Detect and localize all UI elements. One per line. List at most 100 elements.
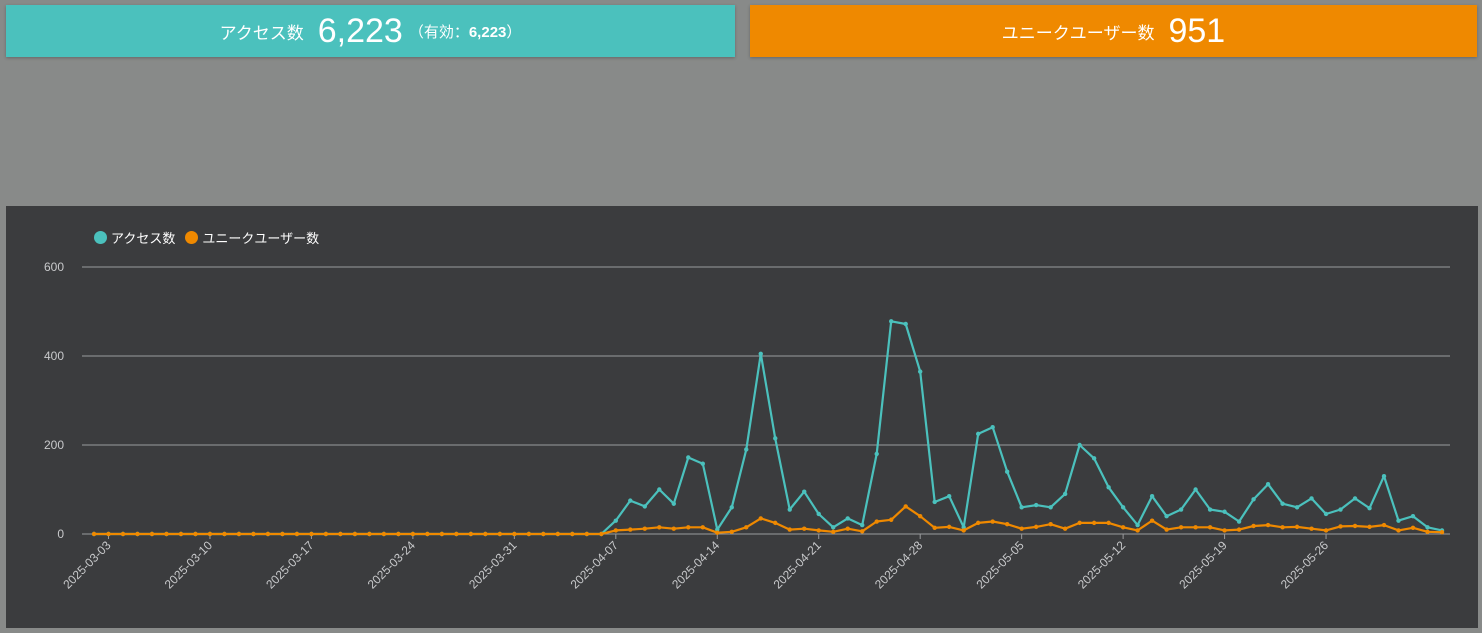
data-point-1 — [1251, 523, 1256, 529]
x-tick-label: 2025-04-07 — [568, 538, 622, 592]
data-point-1 — [599, 531, 604, 537]
data-point-1 — [541, 531, 546, 537]
data-point-1 — [338, 531, 343, 537]
data-point-0 — [1062, 491, 1068, 497]
data-point-1 — [903, 504, 908, 509]
data-point-0 — [874, 451, 879, 457]
data-point-1 — [1280, 525, 1285, 530]
data-point-1 — [889, 517, 894, 522]
data-point-0 — [744, 447, 749, 452]
data-point-1 — [483, 531, 488, 537]
data-point-1 — [657, 525, 662, 530]
data-point-0 — [903, 321, 908, 327]
legend-label-unique: ユニークユーザー数 — [202, 232, 320, 247]
data-point-0 — [1309, 496, 1314, 501]
legend-dot-unique — [185, 231, 199, 244]
data-point-1 — [1091, 520, 1097, 526]
data-point-0 — [758, 351, 763, 356]
x-tick-label: 2025-05-12 — [1075, 538, 1129, 592]
unique-users-label: ユニークユーザー数 — [1001, 23, 1155, 44]
data-point-1 — [1222, 528, 1227, 533]
data-point-0 — [1120, 505, 1126, 510]
data-point-1 — [1294, 524, 1300, 530]
data-point-1 — [1439, 530, 1445, 535]
data-point-1 — [1410, 525, 1416, 530]
data-point-0 — [1265, 481, 1271, 487]
data-point-1 — [1396, 528, 1401, 533]
data-point-1 — [917, 514, 923, 519]
data-point-1 — [1178, 525, 1184, 530]
data-point-0 — [917, 369, 923, 374]
data-point-1 — [584, 531, 590, 537]
data-point-1 — [1077, 520, 1082, 526]
data-point-1 — [396, 531, 401, 537]
data-point-1 — [222, 531, 227, 537]
data-point-0 — [715, 527, 720, 532]
data-point-0 — [932, 499, 937, 505]
data-point-0 — [1178, 507, 1184, 512]
access-count-card: アクセス数 6,223 （有効：6,223） — [6, 5, 735, 57]
data-point-1 — [1149, 518, 1155, 523]
line-chart: 0 200 400 600 2025-03-03 2025-03-10 2025-03-17… — [44, 260, 1450, 592]
data-point-0 — [1048, 505, 1053, 510]
data-point-0 — [990, 425, 995, 430]
data-point-1 — [758, 516, 763, 521]
data-point-0 — [1381, 473, 1387, 479]
data-point-1 — [1135, 528, 1140, 533]
data-point-0 — [1425, 525, 1430, 530]
data-point-1 — [91, 531, 97, 537]
data-point-0 — [628, 498, 633, 503]
data-point-0 — [816, 511, 821, 517]
data-point-1 — [1033, 524, 1039, 530]
data-point-1 — [1338, 524, 1343, 529]
data-point-1 — [845, 526, 850, 531]
data-point-1 — [512, 531, 517, 537]
data-point-1 — [932, 525, 937, 530]
data-point-0 — [1367, 505, 1372, 511]
data-point-0 — [1149, 493, 1155, 499]
data-point-0 — [1396, 518, 1401, 523]
data-point-1 — [294, 531, 300, 537]
data-point-1 — [178, 531, 184, 537]
x-tick-label: 2025-03-17 — [263, 538, 317, 592]
data-point-1 — [1106, 520, 1111, 526]
data-point-1 — [1048, 522, 1053, 527]
x-tick-label: 2025-03-31 — [466, 538, 520, 592]
data-point-1 — [975, 520, 981, 526]
data-point-1 — [106, 531, 111, 537]
data-point-1 — [1062, 526, 1068, 531]
data-point-1 — [946, 524, 952, 530]
chart-legend: アクセス数 ユニークユーザー数 — [94, 228, 329, 247]
data-point-1 — [425, 531, 430, 537]
data-point-1 — [1207, 525, 1213, 530]
data-point-1 — [802, 526, 807, 531]
data-point-0 — [613, 518, 619, 523]
data-point-1 — [860, 529, 865, 534]
x-tick-label: 2025-05-26 — [1278, 538, 1332, 592]
data-point-0 — [671, 501, 676, 506]
data-point-1 — [671, 526, 676, 531]
data-point-0 — [729, 505, 734, 510]
data-point-1 — [120, 531, 126, 537]
data-point-0 — [1106, 485, 1111, 490]
data-point-1 — [1367, 524, 1372, 530]
unique-users-card: ユニークユーザー数 951 — [750, 5, 1477, 57]
y-tick-label: 0 — [57, 527, 64, 541]
valid-access-open: （有効： — [408, 22, 469, 41]
data-point-1 — [236, 531, 242, 537]
data-point-0 — [1410, 514, 1416, 519]
data-point-0 — [787, 507, 792, 512]
data-point-0 — [1352, 496, 1358, 501]
data-point-0 — [686, 455, 691, 460]
data-point-0 — [1033, 502, 1039, 508]
data-point-1 — [700, 525, 705, 530]
data-point-0 — [773, 436, 778, 441]
data-point-1 — [1265, 522, 1271, 528]
legend-item-access[interactable]: アクセス数 — [94, 228, 175, 247]
legend-item-unique[interactable]: ユニークユーザー数 — [185, 228, 319, 247]
data-point-1 — [381, 531, 387, 537]
valid-access-value: 6,223 — [468, 23, 507, 41]
data-point-0 — [1004, 469, 1010, 474]
data-point-0 — [1077, 442, 1082, 448]
data-point-1 — [729, 529, 734, 534]
